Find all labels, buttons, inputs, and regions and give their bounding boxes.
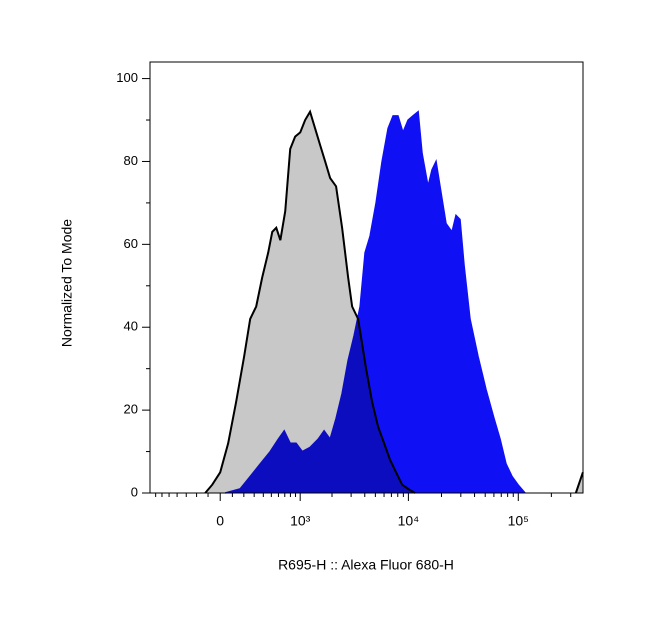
x-tick-label: 10⁴ xyxy=(398,513,420,529)
y-tick-label: 40 xyxy=(124,319,138,334)
histogram-area xyxy=(205,111,583,493)
x-axis-label: R695-H :: Alexa Fluor 680-H xyxy=(278,557,454,573)
y-tick-label: 100 xyxy=(116,70,138,85)
plot-frame xyxy=(149,61,584,494)
x-tick-label: 0 xyxy=(216,513,224,529)
y-tick-label: 80 xyxy=(124,153,138,168)
y-axis-label: Normalized To Mode xyxy=(59,219,75,347)
y-tick-label: 20 xyxy=(124,402,138,417)
histogram-area xyxy=(225,111,526,493)
x-tick-label: 10³ xyxy=(290,513,311,529)
histogram-outline xyxy=(204,109,584,494)
y-tick-label: 0 xyxy=(131,484,138,499)
y-tick-label: 60 xyxy=(124,236,138,251)
x-tick-label: 10⁵ xyxy=(508,513,529,529)
